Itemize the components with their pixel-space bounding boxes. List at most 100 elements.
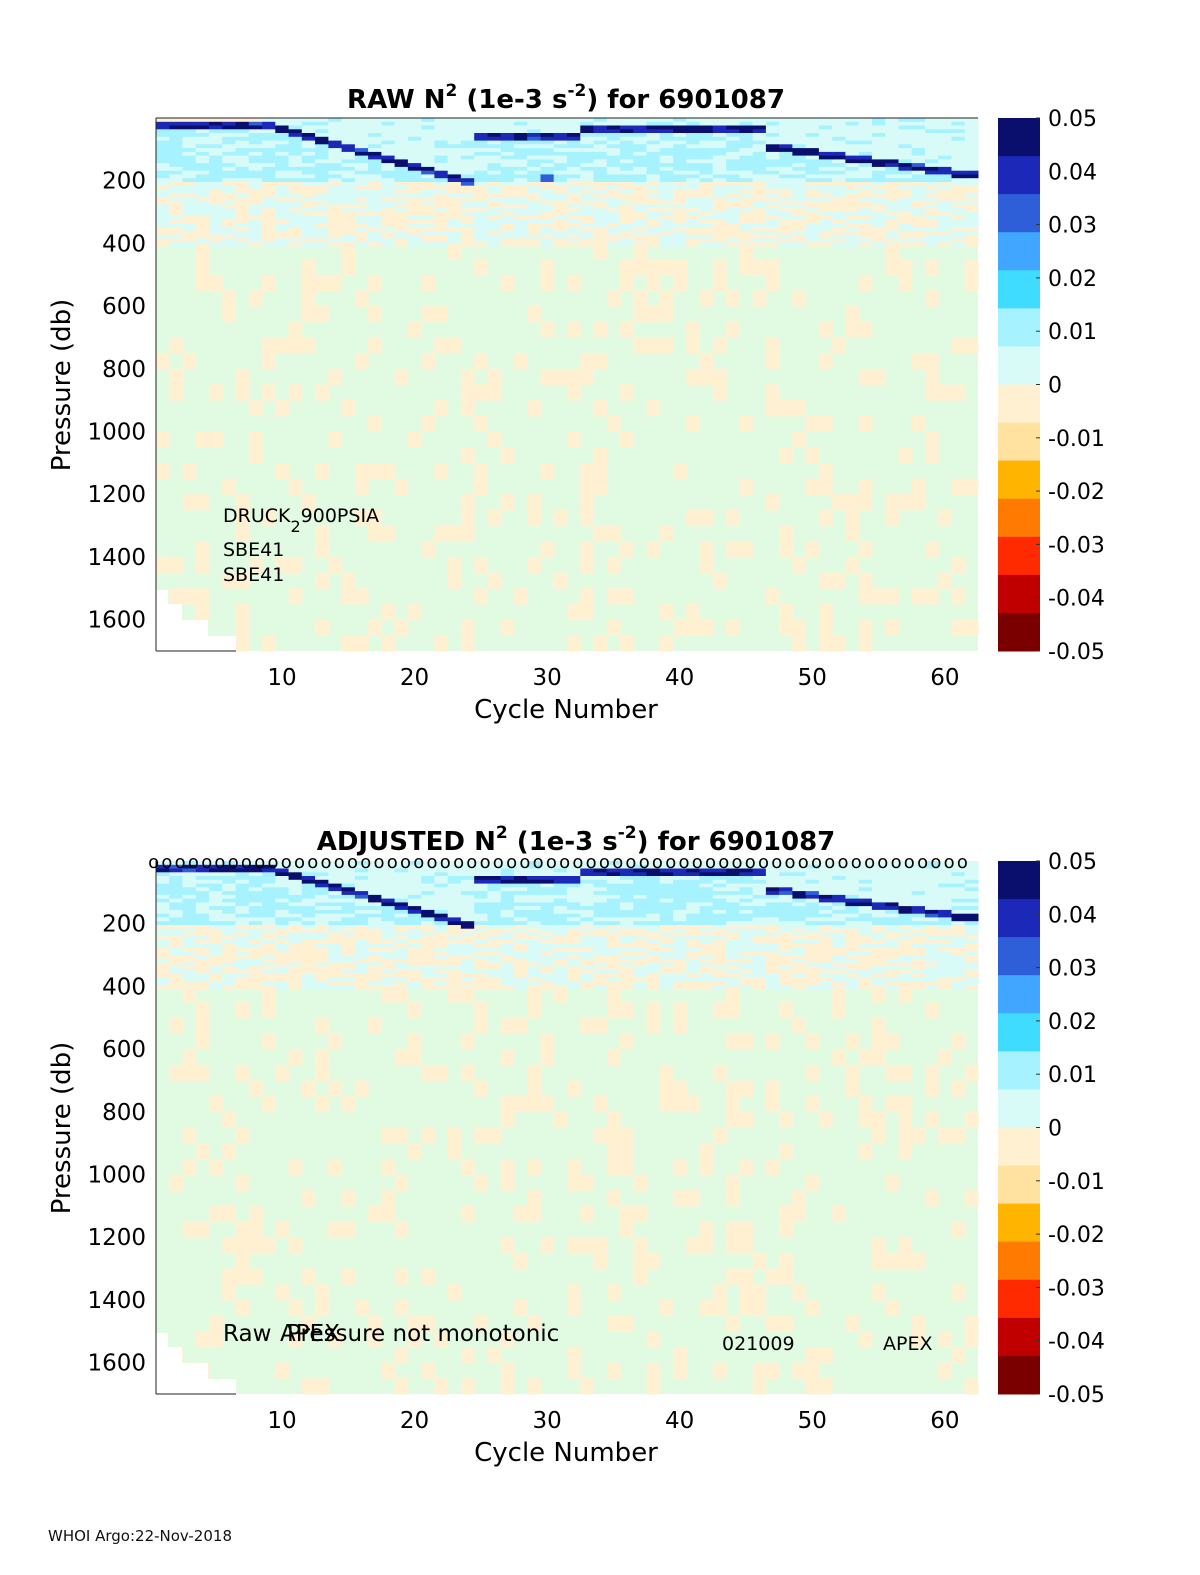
heatmap-cell [275, 977, 290, 982]
heatmap-cell [911, 970, 926, 975]
heatmap-cell [620, 864, 634, 870]
heatmap-cell [354, 958, 369, 964]
heatmap-cell [288, 166, 303, 172]
heatmap-cell [925, 977, 939, 982]
heatmap-cell [354, 353, 369, 370]
heatmap-cell [275, 163, 290, 168]
heatmap-cell [434, 200, 449, 206]
heatmap-cell [726, 943, 740, 949]
heatmap-cell [659, 136, 674, 142]
heatmap-cell [315, 966, 329, 971]
heatmap-cell [368, 189, 382, 194]
heatmap-cell [686, 182, 701, 187]
heatmap-cell [275, 133, 290, 138]
heatmap-cell [540, 917, 555, 922]
heatmap-cell [381, 155, 396, 160]
heatmap-cell [858, 913, 873, 918]
heatmap-cell [726, 541, 740, 558]
heatmap-cell [434, 144, 449, 149]
heatmap-cell [222, 940, 237, 945]
heatmap-cell [460, 189, 475, 194]
heatmap-cell [898, 891, 913, 896]
heatmap-cell [673, 136, 687, 142]
heatmap-cell [315, 985, 329, 990]
heatmap-cell [407, 129, 422, 134]
heatmap-cell [646, 958, 661, 964]
heatmap-cell [911, 958, 926, 964]
heatmap-cell [262, 891, 276, 896]
heatmap-cell [222, 204, 237, 209]
heatmap-cell [341, 189, 356, 194]
heatmap-cell [792, 902, 807, 907]
heatmap-cell [818, 215, 833, 221]
heatmap-cell [500, 932, 515, 937]
heatmap-cell [739, 1299, 754, 1317]
heatmap-cell [368, 947, 382, 952]
heatmap-cell [381, 159, 396, 164]
heatmap-cell [301, 973, 316, 979]
heatmap-cell [752, 197, 767, 202]
heatmap-cell [925, 193, 939, 198]
heatmap-cell [182, 133, 197, 138]
heatmap-cell [315, 155, 329, 160]
heatmap-cell [315, 185, 329, 190]
heatmap-cell [301, 958, 316, 964]
heatmap-cell [209, 981, 223, 986]
heatmap-cell [262, 872, 276, 877]
heatmap-cell [779, 958, 793, 964]
heatmap-cell [394, 966, 409, 971]
heatmap-cell [394, 230, 409, 236]
heatmap-cell [288, 936, 303, 941]
heatmap-cell [235, 973, 250, 979]
heatmap-cell [580, 1378, 595, 1395]
heatmap-cell [567, 178, 581, 183]
heatmap-cell [500, 185, 515, 190]
heatmap-cell [222, 917, 237, 922]
raw-colorbar [998, 118, 1040, 652]
heatmap-cell [407, 861, 422, 866]
heatmap-cell [792, 947, 807, 952]
heatmap-cell [209, 200, 223, 206]
heatmap-cell [209, 144, 223, 149]
heatmap-cell [911, 955, 926, 960]
heatmap-cell [341, 898, 356, 903]
heatmap-cell [580, 129, 595, 134]
heatmap-cell [911, 174, 926, 179]
heatmap-cell [964, 166, 979, 172]
heatmap-cell [885, 227, 899, 232]
heatmap-cell [540, 227, 555, 232]
heatmap-cell [421, 943, 435, 949]
heatmap-cell [938, 943, 952, 949]
heatmap-cell [832, 238, 846, 243]
heatmap-cell [925, 215, 939, 221]
heatmap-cell [779, 902, 793, 907]
heatmap-cell [195, 955, 210, 960]
heatmap-cell [262, 1033, 276, 1050]
heatmap-cell [871, 197, 886, 202]
heatmap-cell [262, 955, 276, 960]
heatmap-cell [792, 204, 807, 209]
heatmap-cell [514, 917, 528, 922]
heatmap-cell [593, 1127, 608, 1144]
heatmap-cell [553, 913, 568, 918]
heatmap-cell [606, 193, 621, 198]
heatmap-cell [964, 227, 979, 232]
heatmap-cell [911, 932, 926, 937]
heatmap-cell [500, 118, 515, 123]
heatmap-cell [421, 189, 435, 194]
heatmap-cell [169, 958, 184, 964]
heatmap-cell [633, 212, 648, 217]
heatmap-cell [567, 223, 581, 228]
heatmap-cell [567, 151, 581, 157]
heatmap-cell [752, 227, 767, 232]
heatmap-cell [726, 178, 740, 183]
heatmap-cell [315, 902, 329, 907]
heatmap-cell [659, 189, 674, 194]
heatmap-cell [673, 883, 687, 888]
heatmap-cell [673, 864, 687, 870]
heatmap-cell [739, 155, 754, 160]
heatmap-cell [633, 883, 648, 888]
heatmap-cell [381, 906, 396, 911]
heatmap-cell [195, 962, 210, 967]
heatmap-cell [527, 868, 541, 873]
